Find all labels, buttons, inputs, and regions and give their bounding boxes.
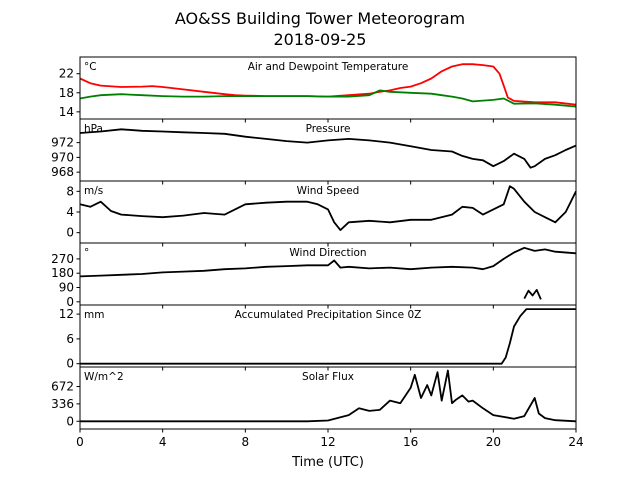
solar_flux-unit-label: W/m^2 bbox=[84, 371, 124, 383]
temperature-y-tick-label: 22 bbox=[59, 67, 74, 81]
solar_flux-series-line-0 bbox=[80, 369, 577, 423]
panel-temperature: 14 18 22 °C Air and Dewpoint Temperature bbox=[59, 56, 577, 123]
x-tick-label: 8 bbox=[242, 435, 250, 449]
pressure-unit-label: hPa bbox=[84, 123, 103, 135]
wind_direction-y-tick-label: 180 bbox=[51, 266, 74, 280]
wind_direction-y-tick-label: 0 bbox=[66, 295, 74, 309]
temperature-series-line-0 bbox=[79, 63, 577, 106]
wind_speed-unit-label: m/s bbox=[84, 185, 103, 197]
x-tick-label: 16 bbox=[403, 435, 418, 449]
wind_speed-y-tick-label: 0 bbox=[66, 226, 74, 240]
panel-precipitation: 0 6 12 mm Accumulated Precipitation Since 0Z bbox=[59, 304, 577, 371]
x-tick-label: 4 bbox=[159, 435, 167, 449]
x-tick-label: 0 bbox=[76, 435, 84, 449]
x-tick-label: 20 bbox=[486, 435, 501, 449]
temperature-series-line-1 bbox=[79, 89, 577, 108]
wind_speed-y-tick-label: 8 bbox=[66, 184, 74, 198]
solar_flux-y-tick-label: 336 bbox=[51, 397, 74, 411]
wind_speed-y-tick-label: 4 bbox=[66, 205, 74, 219]
precipitation-series-line-0 bbox=[80, 308, 576, 365]
wind_direction-series-line-1 bbox=[523, 288, 542, 300]
temperature-y-tick-label: 18 bbox=[59, 86, 74, 100]
wind_speed-panel-title: Wind Speed bbox=[297, 185, 360, 197]
wind_direction-panel-title: Wind Direction bbox=[289, 247, 366, 259]
figure-date: 2018-09-25 bbox=[274, 30, 367, 49]
precipitation-panel-title: Accumulated Precipitation Since 0Z bbox=[235, 309, 422, 321]
precipitation-y-tick-label: 0 bbox=[66, 357, 74, 371]
pressure-y-tick-label: 970 bbox=[51, 150, 74, 164]
wind_direction-series-line-0 bbox=[79, 246, 577, 278]
panel-solar_flux: 0 336 672 W/m^2 Solar Flux bbox=[51, 366, 577, 433]
temperature-y-tick-label: 14 bbox=[59, 105, 74, 119]
pressure-panel-title: Pressure bbox=[306, 123, 351, 135]
x-tick-label: 12 bbox=[320, 435, 335, 449]
pressure-series-line-0 bbox=[79, 128, 577, 169]
temperature-unit-label: °C bbox=[84, 61, 97, 73]
figure-title: AO&SS Building Tower Meteorogram bbox=[175, 9, 465, 28]
pressure-y-tick-label: 968 bbox=[51, 165, 74, 179]
x-axis-label: Time (UTC) bbox=[291, 455, 364, 470]
solar_flux-y-tick-label: 672 bbox=[51, 380, 74, 394]
x-tick-label: 24 bbox=[568, 435, 583, 449]
pressure-y-tick-label: 972 bbox=[51, 136, 74, 150]
wind_direction-unit-label: ° bbox=[84, 247, 89, 259]
wind_direction-y-tick-label: 90 bbox=[59, 281, 74, 295]
precipitation-y-tick-label: 12 bbox=[59, 307, 74, 321]
wind_direction-y-tick-label: 270 bbox=[51, 252, 74, 266]
solar_flux-panel-title: Solar Flux bbox=[302, 371, 354, 383]
temperature-panel-title: Air and Dewpoint Temperature bbox=[248, 61, 409, 73]
x-axis: 0 4 8 12 16 20 24 bbox=[76, 435, 583, 449]
precipitation-unit-label: mm bbox=[84, 309, 104, 321]
solar_flux-y-tick-label: 0 bbox=[66, 414, 74, 428]
precipitation-y-tick-label: 6 bbox=[66, 332, 74, 346]
wind_speed-series-line-0 bbox=[79, 185, 577, 232]
